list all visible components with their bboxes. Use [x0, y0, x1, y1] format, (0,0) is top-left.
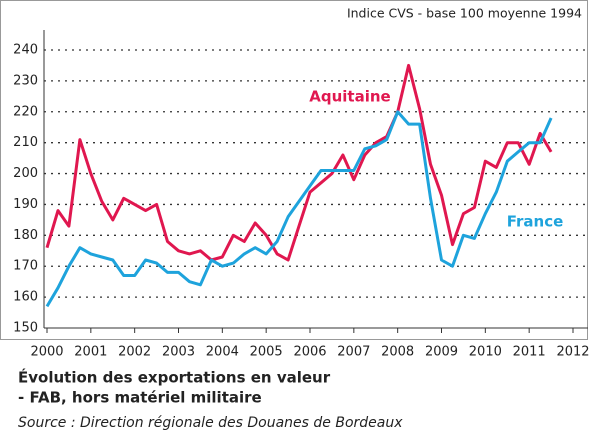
- chart-title: Évolution des exportations en valeur: [18, 368, 331, 387]
- x-tick-label: 2003: [162, 345, 195, 360]
- x-tick-label: 2004: [206, 345, 239, 360]
- y-tick-label: 170: [13, 259, 38, 274]
- x-tick-label: 2005: [250, 345, 283, 360]
- y-tick-label: 190: [13, 197, 38, 212]
- y-tick-label: 180: [13, 228, 38, 243]
- x-tick-label: 2002: [118, 345, 151, 360]
- series-line: [45, 110, 553, 308]
- x-tick-label: 2000: [30, 345, 63, 360]
- x-tick-label: 2008: [381, 345, 414, 360]
- x-tick-label: 2012: [556, 345, 589, 360]
- source: Source : Direction régionale des Douanes…: [18, 415, 403, 431]
- y-tick-label: 230: [13, 73, 38, 88]
- y-tick-label: 210: [13, 135, 38, 150]
- y-tick-label: 220: [13, 104, 38, 119]
- x-tick-label: 2007: [337, 345, 370, 360]
- x-tick-label: 2009: [425, 345, 458, 360]
- y-tick-label: 200: [13, 166, 38, 181]
- x-tick-label: 2001: [74, 345, 107, 360]
- y-tick-label: 240: [13, 43, 38, 58]
- frame: [0, 0, 588, 340]
- x-tick-label: 2011: [513, 345, 546, 360]
- series-label: France: [507, 213, 564, 231]
- y-tick-label: 150: [13, 321, 38, 336]
- chart-title-line2: - FAB, hors matériel militaire: [18, 389, 262, 407]
- x-tick-label: 2006: [293, 345, 326, 360]
- subtitle: Indice CVS - base 100 moyenne 1994: [347, 6, 582, 21]
- series-line: [45, 63, 553, 262]
- series-label: Aquitaine: [309, 88, 390, 106]
- x-tick-label: 2010: [469, 345, 502, 360]
- y-tick-label: 160: [13, 290, 38, 305]
